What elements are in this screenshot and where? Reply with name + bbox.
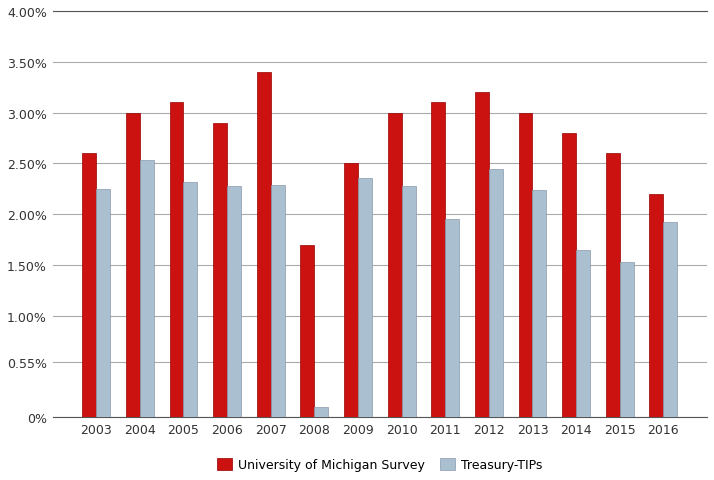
Bar bbox=[576, 250, 590, 418]
Bar bbox=[401, 186, 416, 418]
Bar bbox=[140, 161, 154, 418]
Bar bbox=[475, 93, 489, 418]
Bar bbox=[388, 113, 401, 418]
Bar bbox=[533, 191, 546, 418]
Legend: University of Michigan Survey, Treasury-TIPs: University of Michigan Survey, Treasury-… bbox=[212, 453, 548, 476]
Bar bbox=[489, 170, 503, 418]
Bar bbox=[431, 103, 446, 418]
Bar bbox=[183, 182, 198, 418]
Bar bbox=[257, 73, 271, 418]
Bar bbox=[169, 103, 183, 418]
Bar bbox=[649, 194, 663, 418]
Bar bbox=[358, 178, 372, 418]
Bar bbox=[301, 245, 314, 418]
Bar bbox=[663, 223, 678, 418]
Bar bbox=[82, 154, 96, 418]
Bar bbox=[126, 113, 140, 418]
Bar bbox=[213, 123, 227, 418]
Bar bbox=[227, 186, 241, 418]
Bar bbox=[96, 190, 110, 418]
Bar bbox=[446, 220, 459, 418]
Bar bbox=[620, 263, 634, 418]
Bar bbox=[314, 408, 328, 418]
Bar bbox=[562, 133, 576, 418]
Bar bbox=[605, 154, 620, 418]
Bar bbox=[518, 113, 533, 418]
Bar bbox=[271, 185, 285, 418]
Bar bbox=[344, 164, 358, 418]
